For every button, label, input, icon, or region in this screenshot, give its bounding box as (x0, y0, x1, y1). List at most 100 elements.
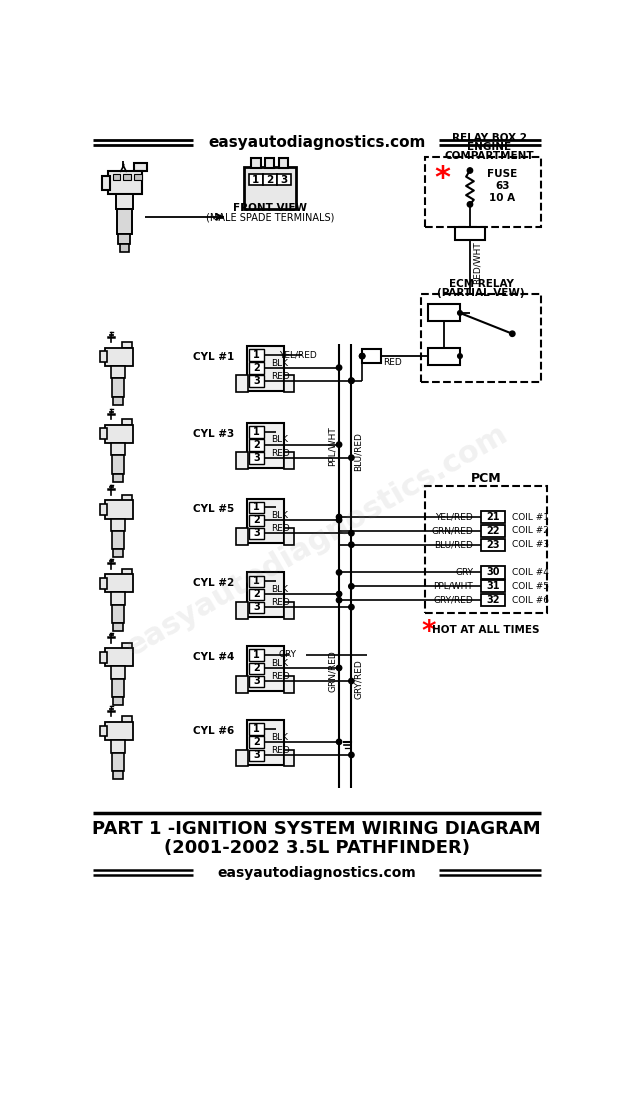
Bar (249, 528, 265, 539)
Circle shape (510, 331, 515, 337)
Bar (481, 510, 506, 524)
Bar (481, 580, 506, 593)
Circle shape (349, 679, 354, 684)
Text: (PARTIAL VEW): (PARTIAL VEW) (438, 288, 525, 298)
Circle shape (336, 365, 342, 371)
Bar (122, 642, 132, 649)
Bar (122, 569, 132, 574)
Bar (114, 474, 123, 482)
Bar (249, 575, 265, 587)
Text: 2: 2 (253, 363, 260, 373)
Text: easyautodiagnostics.com: easyautodiagnostics.com (121, 419, 513, 661)
Bar (100, 726, 106, 737)
Text: 2: 2 (253, 440, 260, 450)
Text: 23: 23 (486, 540, 500, 550)
Text: 31: 31 (486, 581, 500, 592)
Bar (263, 174, 277, 185)
Bar (247, 498, 284, 543)
Bar (112, 174, 121, 179)
Bar (105, 348, 133, 366)
Bar (111, 443, 125, 455)
Bar (284, 675, 294, 693)
Text: 32: 32 (486, 595, 500, 605)
Bar (284, 602, 294, 618)
Circle shape (336, 570, 342, 575)
Bar (100, 504, 106, 515)
Text: COIL #3: COIL #3 (512, 540, 549, 549)
Text: RED: RED (271, 449, 290, 458)
Bar (116, 194, 133, 209)
Bar (236, 375, 248, 393)
Circle shape (349, 604, 354, 609)
Text: 2: 2 (253, 737, 260, 747)
Circle shape (458, 354, 462, 359)
Bar (100, 429, 106, 439)
Text: YEL/RED: YEL/RED (279, 350, 317, 359)
Circle shape (349, 378, 354, 384)
Bar (122, 419, 132, 426)
Circle shape (349, 455, 354, 461)
Text: 1: 1 (253, 427, 260, 437)
Bar (362, 349, 381, 363)
Bar (114, 397, 123, 405)
Text: 21: 21 (486, 512, 500, 522)
Bar (114, 624, 123, 631)
Bar (428, 348, 460, 364)
Bar (134, 174, 142, 179)
Text: (2001-2002 3.5L PATHFINDER): (2001-2002 3.5L PATHFINDER) (164, 839, 470, 857)
Bar (108, 170, 142, 194)
Text: GRN/RED: GRN/RED (431, 527, 473, 536)
Text: BLK: BLK (271, 436, 288, 444)
Text: CYL #2: CYL #2 (193, 579, 234, 588)
Bar (249, 439, 265, 451)
Bar (249, 515, 265, 526)
Bar (134, 163, 146, 170)
Text: BLU/RED: BLU/RED (434, 540, 473, 549)
Circle shape (467, 168, 473, 173)
Circle shape (467, 201, 473, 207)
Text: FUSE: FUSE (487, 168, 517, 178)
Text: GRY/RED: GRY/RED (433, 596, 473, 605)
Text: 1: 1 (253, 576, 260, 586)
Bar (236, 602, 248, 618)
Text: BLK: BLK (271, 659, 288, 668)
Bar (249, 452, 265, 464)
Text: RELAY BOX 2: RELAY BOX 2 (452, 133, 527, 143)
Bar (481, 566, 506, 579)
Circle shape (336, 666, 342, 671)
Text: 1: 1 (253, 350, 260, 360)
Text: 3: 3 (253, 750, 260, 760)
Bar (247, 572, 284, 617)
Text: 2: 2 (253, 663, 260, 673)
Bar (112, 605, 124, 624)
Text: COIL #2: COIL #2 (512, 527, 548, 536)
Text: RED/WHT: RED/WHT (472, 242, 481, 284)
Bar (114, 771, 123, 779)
Bar (247, 424, 284, 468)
Bar (105, 722, 133, 740)
Bar (105, 574, 133, 593)
Circle shape (336, 515, 342, 519)
Bar (112, 455, 124, 474)
Text: GRN/RED: GRN/RED (328, 650, 337, 692)
Text: *: * (434, 164, 451, 192)
Circle shape (336, 592, 342, 596)
Bar (124, 174, 131, 179)
Circle shape (349, 752, 354, 758)
Bar (249, 362, 265, 374)
Text: 2: 2 (253, 588, 260, 600)
Bar (249, 749, 265, 761)
Text: PCM: PCM (471, 472, 501, 485)
Bar (236, 749, 248, 767)
Bar (481, 539, 506, 551)
Bar (249, 675, 265, 688)
Text: COIL #4: COIL #4 (512, 568, 548, 576)
Bar (122, 716, 132, 723)
Text: *: * (421, 618, 436, 647)
Text: BLK: BLK (271, 512, 288, 520)
Bar (118, 233, 130, 244)
Text: BLU/RED: BLU/RED (353, 432, 363, 471)
Text: 10 A: 10 A (489, 194, 515, 204)
Bar (249, 662, 265, 674)
Text: 1: 1 (253, 502, 260, 512)
